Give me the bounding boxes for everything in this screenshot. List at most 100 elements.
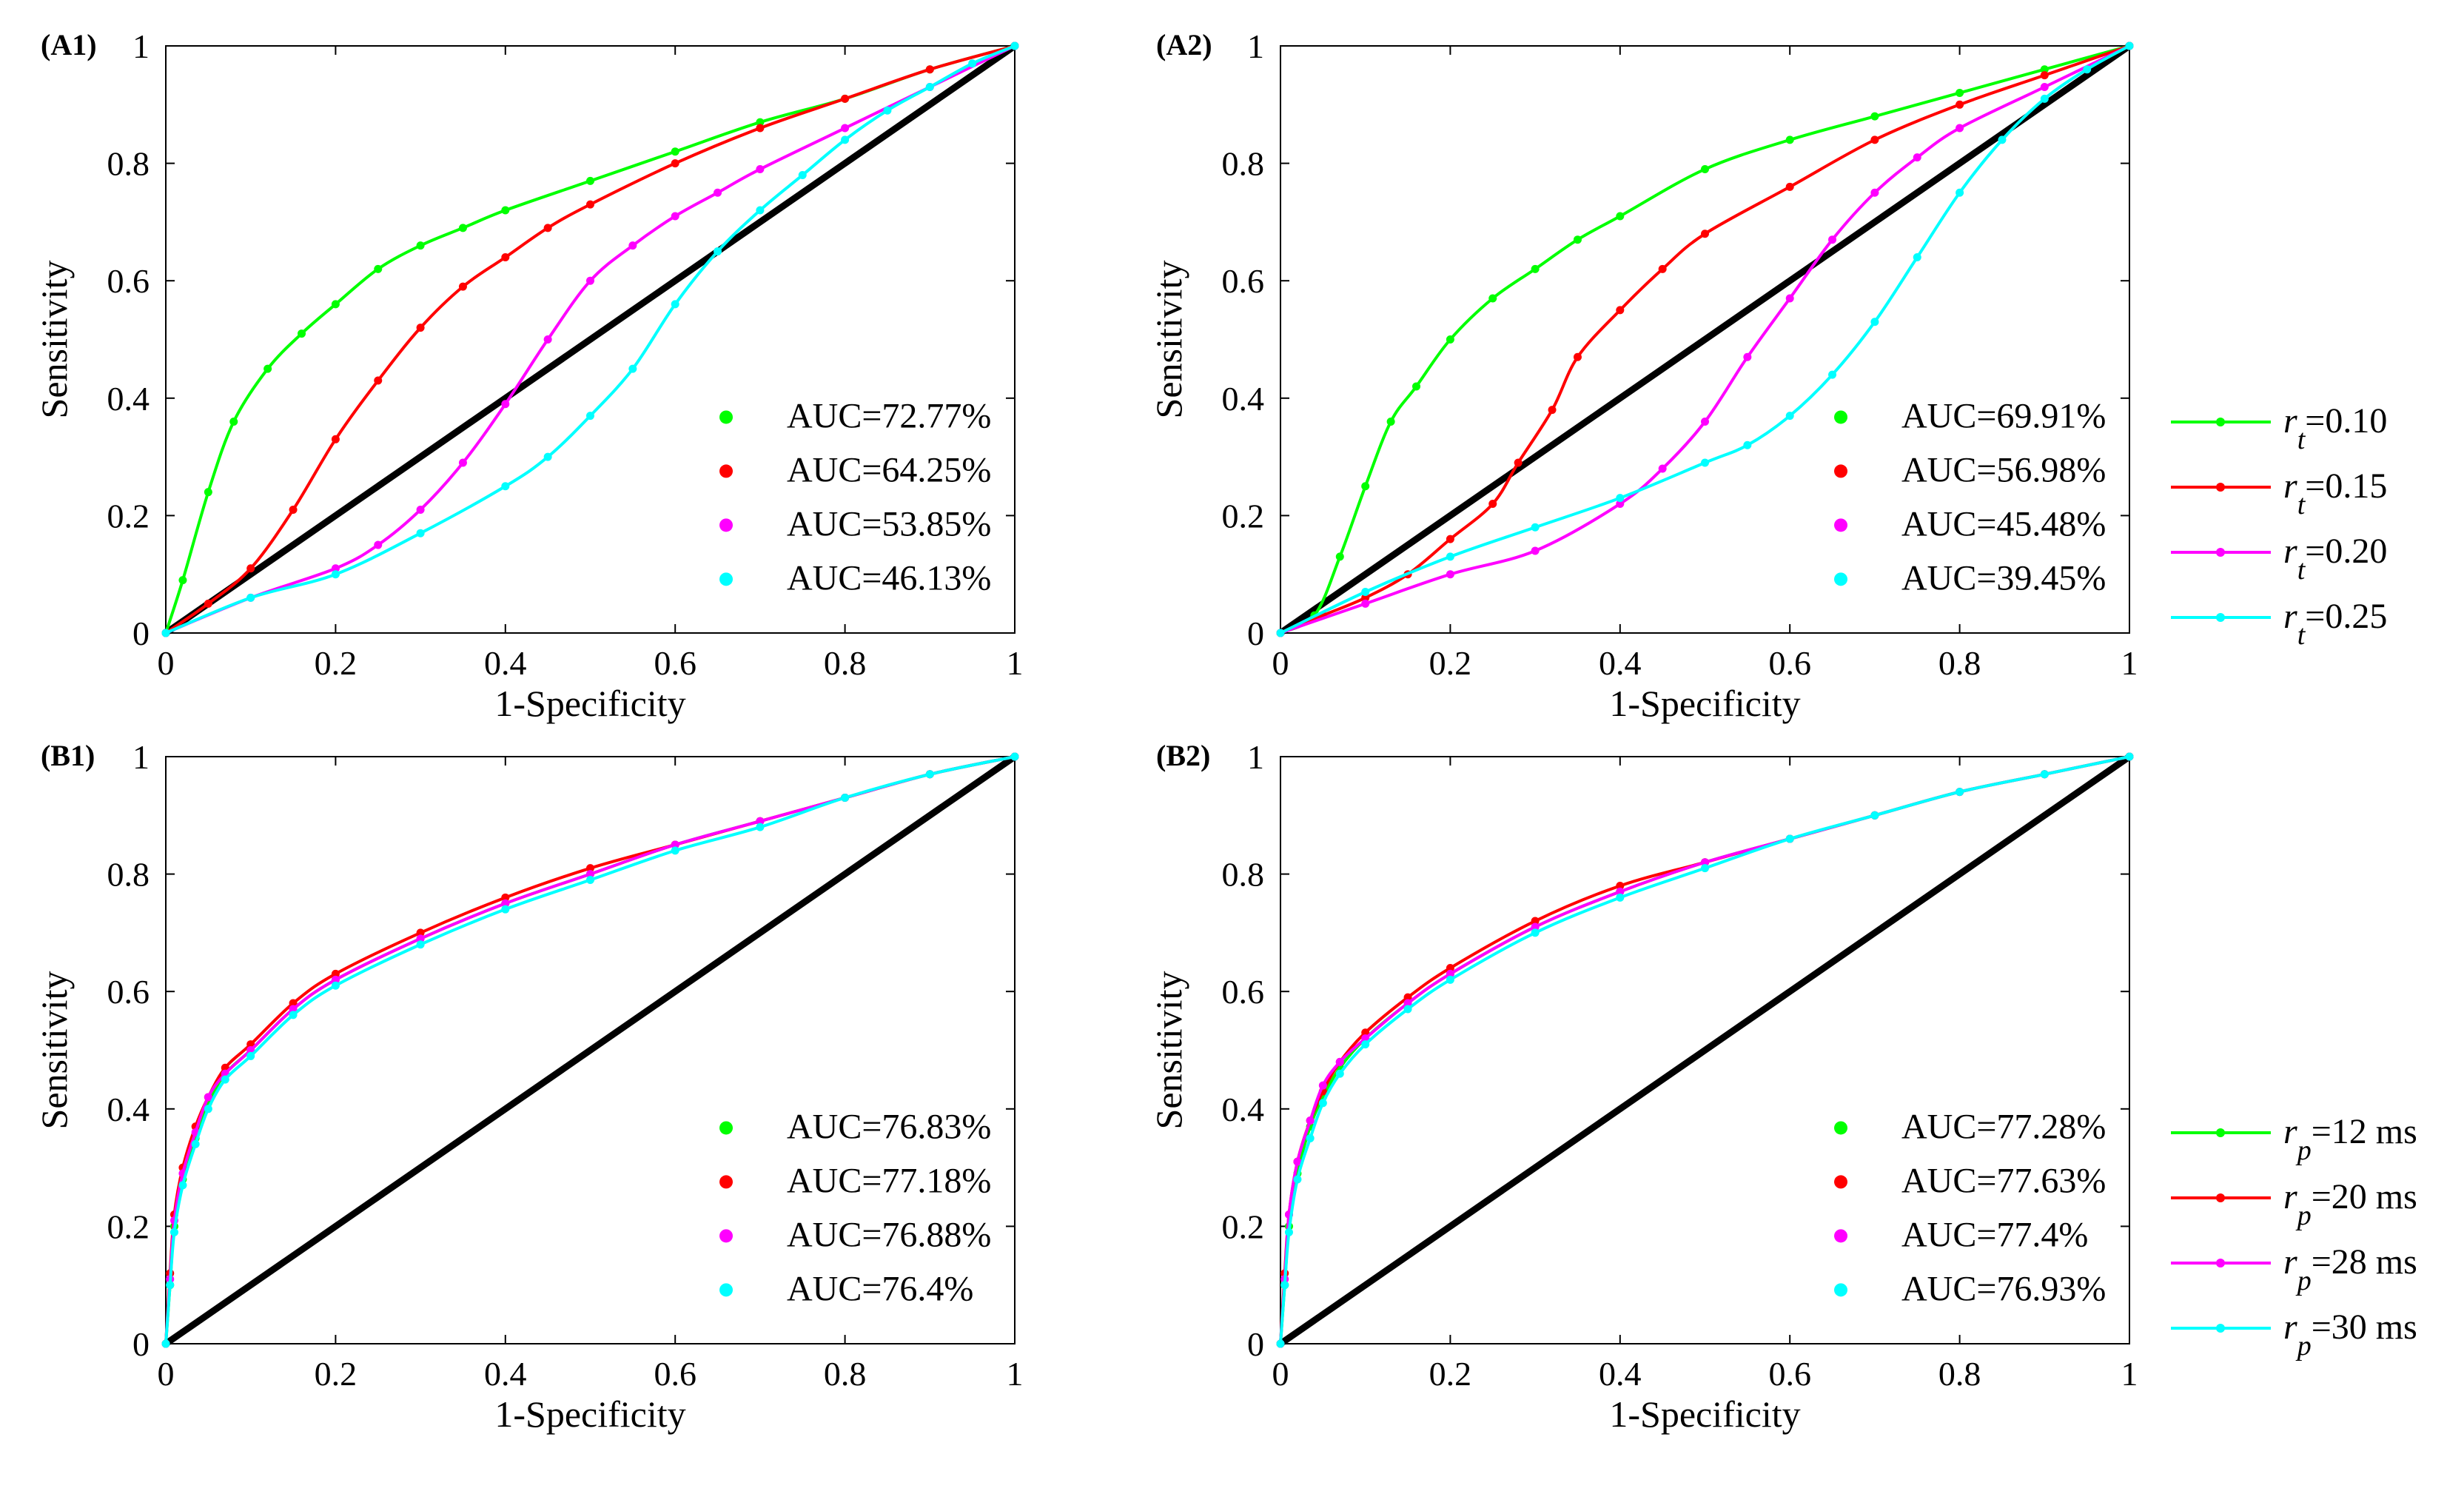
auc-legend-label: AUC=76.93% — [1901, 1269, 2106, 1308]
x-tick-label: 0 — [158, 644, 175, 682]
series-marker — [331, 969, 340, 978]
series-marker — [1870, 188, 1879, 197]
y-tick-label: 0.8 — [1222, 145, 1265, 183]
series-marker — [1361, 1028, 1370, 1037]
x-tick-label: 1 — [1007, 644, 1024, 682]
axes-box — [1280, 45, 2130, 634]
chart-panel-1: 0 0.2 0.4 0.6 0.8 1 0 0.2 0.4 0.6 0.8 1 1-Specificit… — [33, 27, 1024, 724]
series-marker — [416, 940, 425, 949]
panel-label: (B1) — [41, 739, 95, 772]
series-marker — [714, 247, 722, 256]
series-marker — [925, 770, 934, 779]
x-tick-label: 0.2 — [1429, 1355, 1472, 1393]
series-marker — [1446, 552, 1454, 561]
series-marker — [1361, 599, 1370, 608]
series-marker — [1743, 441, 1752, 449]
series-marker — [1913, 252, 1921, 261]
series-marker — [1956, 788, 1964, 797]
x-axis-label: 1-Specificity — [1609, 1393, 1800, 1435]
series-marker — [841, 135, 850, 144]
legend-label: rt=0.10 — [2283, 401, 2387, 455]
diagonal-reference-line — [1278, 43, 2132, 636]
series-marker — [1913, 153, 1921, 162]
series-marker — [1956, 100, 1964, 109]
legend-marker — [2216, 1193, 2225, 1202]
y-tick-label: 0.2 — [1222, 497, 1265, 535]
series-marker — [204, 599, 212, 608]
series-marker — [756, 817, 765, 825]
auc-legend-label: AUC=45.48% — [1901, 504, 2106, 543]
series-marker — [671, 159, 679, 168]
series-marker — [1870, 112, 1879, 121]
series-marker — [501, 905, 510, 914]
series-marker — [331, 564, 340, 573]
auc-legend-marker — [1834, 464, 1848, 478]
legend-marker — [2216, 1128, 2225, 1137]
x-tick-label: 0.4 — [1599, 1355, 1642, 1393]
y-tick-label: 0.2 — [107, 497, 150, 535]
y-tick-label: 0.6 — [1222, 262, 1265, 300]
series-marker — [671, 147, 679, 156]
legend-marker — [2216, 548, 2225, 557]
series-marker — [756, 165, 765, 174]
auc-legend-marker — [1834, 518, 1848, 532]
auc-legend-marker — [1834, 572, 1848, 586]
series-marker — [416, 241, 425, 250]
diagonal-reference-line — [164, 43, 1017, 636]
series-line-1 — [164, 44, 1016, 634]
x-tick-label: 1 — [1007, 1355, 1024, 1393]
x-axis-label: 1-Specificity — [494, 1393, 685, 1435]
series-marker — [671, 212, 679, 221]
series-marker — [1446, 535, 1454, 543]
series-marker — [1531, 928, 1540, 937]
series-marker — [1616, 212, 1625, 221]
series-marker — [671, 300, 679, 309]
legend-label: rp=20 ms — [2283, 1177, 2417, 1231]
auc-legend-label: AUC=77.28% — [1901, 1107, 2106, 1146]
x-tick-label: 0 — [158, 1355, 175, 1393]
series-marker — [1446, 963, 1454, 972]
series-marker — [1616, 306, 1625, 315]
series-marker — [586, 876, 594, 885]
auc-legend-marker — [1834, 410, 1848, 424]
series-marker — [756, 124, 765, 133]
series-marker — [1743, 352, 1752, 361]
auc-legend-marker — [1834, 1175, 1848, 1189]
series-marker — [1531, 546, 1540, 555]
y-axis-label: Sensitivity — [1148, 261, 1189, 419]
y-tick-label: 0 — [132, 1325, 150, 1363]
series-marker — [289, 1005, 298, 1014]
y-tick-label: 0.4 — [107, 1091, 150, 1128]
series-marker — [1306, 1133, 1315, 1142]
series-marker — [1701, 458, 1709, 467]
series-marker — [1280, 1281, 1289, 1290]
y-tick-label: 0 — [132, 614, 150, 652]
x-tick-label: 0.6 — [1768, 644, 1811, 682]
series-marker — [1446, 570, 1454, 579]
y-tick-label: 1 — [132, 27, 150, 65]
series-marker — [1956, 188, 1964, 197]
series-marker — [1318, 1099, 1327, 1108]
series-marker — [628, 241, 637, 250]
series-marker — [1573, 352, 1582, 361]
series-marker — [1785, 834, 1794, 843]
auc-legend-label: AUC=77.63% — [1901, 1161, 2106, 1200]
series-marker — [841, 124, 850, 133]
series-marker — [1335, 1057, 1344, 1066]
series-marker — [2040, 83, 2049, 92]
series-marker — [246, 1051, 255, 1060]
series-marker — [2125, 752, 2134, 761]
series-marker — [1412, 382, 1421, 391]
x-tick-label: 0.2 — [315, 1355, 357, 1393]
series-marker — [1010, 752, 1019, 761]
y-tick-label: 0.4 — [1222, 380, 1265, 418]
series-marker — [298, 329, 306, 338]
auc-legend-marker — [719, 1283, 734, 1297]
series-marker — [1785, 182, 1794, 191]
series-marker — [968, 59, 977, 68]
chart-panel-2: 0 0.2 0.4 0.6 0.8 1 0 0.2 0.4 0.6 0.8 1 1-Specificit… — [1148, 27, 2138, 724]
auc-legend-marker — [719, 1175, 734, 1189]
axes-box — [1280, 756, 2130, 1344]
series-marker — [458, 224, 467, 232]
series-marker — [416, 505, 425, 514]
